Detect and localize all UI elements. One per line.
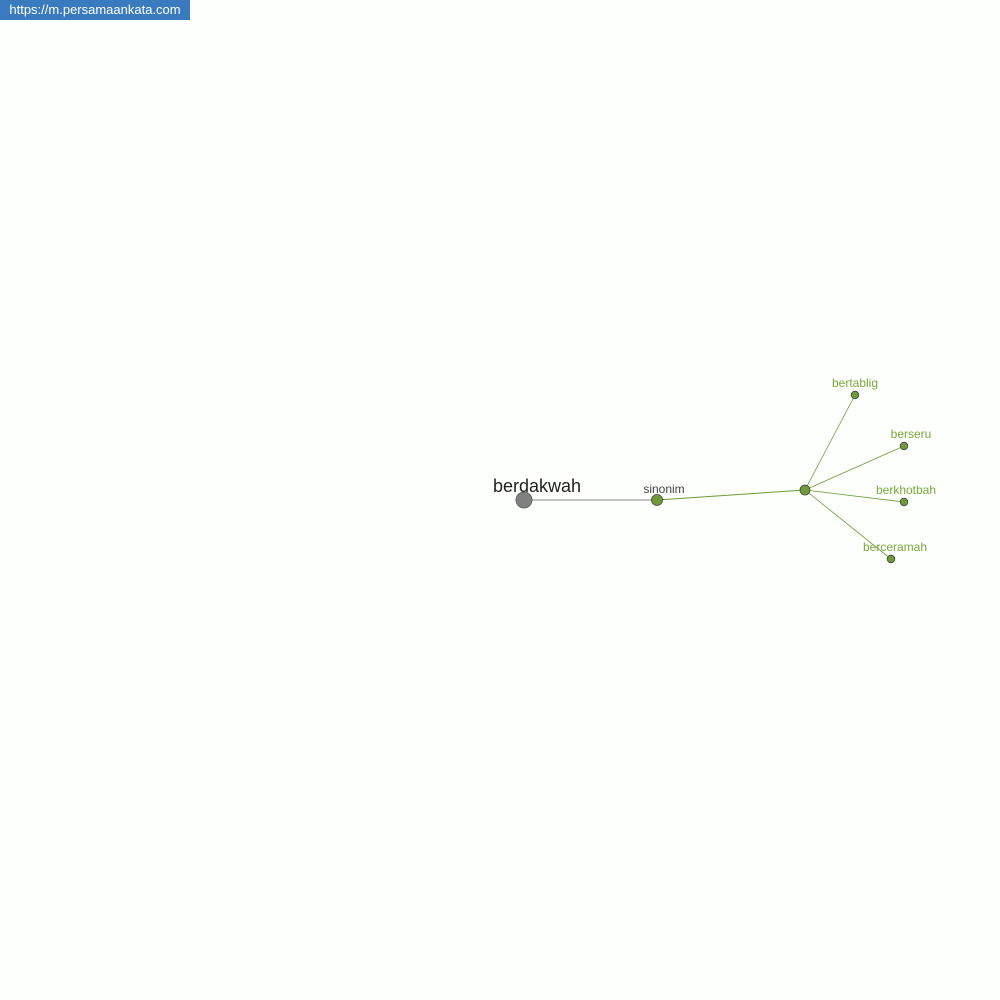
synonym-label-bertablig[interactable]: bertablig bbox=[832, 376, 878, 390]
synonym-label-berceramah[interactable]: berceramah bbox=[863, 540, 927, 554]
synonym-node-berseru[interactable] bbox=[899, 441, 909, 451]
root-label[interactable]: berdakwah bbox=[493, 476, 581, 496]
relation-node[interactable] bbox=[651, 494, 663, 506]
synonym-node-berkhotbah[interactable] bbox=[899, 497, 909, 507]
labels: berdakwah sinonim bertablig berseru berk… bbox=[493, 376, 936, 554]
synonym-label-berkhotbah[interactable]: berkhotbah bbox=[876, 483, 936, 497]
nodes bbox=[515, 390, 909, 564]
edge-hub-bertablig bbox=[804, 394, 856, 491]
edges bbox=[524, 394, 905, 560]
edge-hub-berkhotbah bbox=[804, 489, 905, 503]
edge-hub-berseru bbox=[804, 445, 905, 491]
root-node[interactable] bbox=[515, 491, 533, 509]
synonym-node-bertablig[interactable] bbox=[850, 390, 860, 400]
edge-relation-hub bbox=[656, 489, 806, 501]
edge-hub-berceramah bbox=[804, 489, 892, 560]
hub-node[interactable] bbox=[799, 484, 811, 496]
synonym-node-berceramah[interactable] bbox=[886, 554, 896, 564]
synonym-label-berseru[interactable]: berseru bbox=[891, 427, 932, 441]
relation-label[interactable]: sinonim bbox=[643, 482, 684, 496]
site-url-banner[interactable]: https://m.persamaankata.com bbox=[0, 0, 190, 20]
